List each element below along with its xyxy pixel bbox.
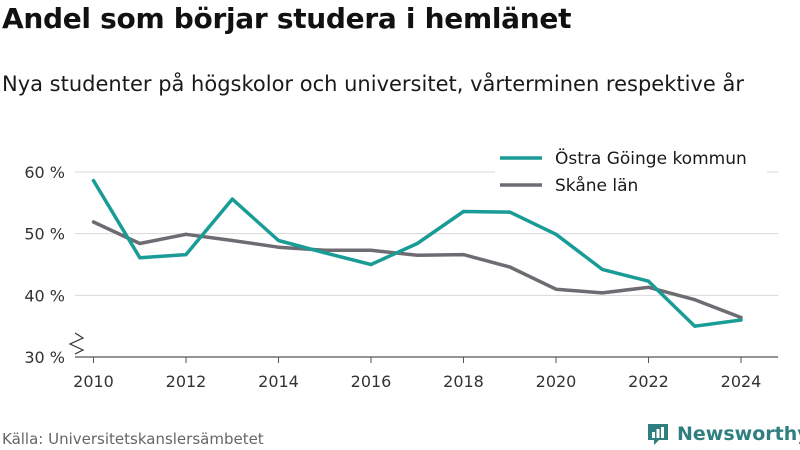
x-tick-label: 2014	[258, 372, 299, 391]
data-point	[415, 241, 419, 246]
y-tick-label: 60 %	[24, 163, 65, 182]
x-tick-label: 2024	[721, 372, 762, 391]
data-point	[323, 251, 327, 255]
data-point	[508, 210, 512, 214]
newsworthy-logo-icon	[648, 424, 668, 445]
data-point	[138, 241, 142, 246]
x-tick-label: 2018	[443, 372, 484, 391]
legend-label: Skåne län	[555, 175, 638, 196]
x-tick-label: 2012	[166, 372, 207, 391]
legend: Östra Göinge kommun Skåne län	[495, 144, 767, 200]
data-point	[693, 324, 697, 328]
data-point	[646, 279, 651, 283]
line-chart: 30 % 40 % 50 % 60 % 2010 2012 2014 2016 2018 202…	[24, 144, 778, 391]
legend-label: Östra Göinge kommun	[555, 147, 747, 169]
y-tick-label: 30 %	[24, 348, 65, 367]
x-tick-label: 2010	[73, 372, 114, 391]
data-point	[91, 179, 96, 183]
y-tick-label: 40 %	[24, 286, 65, 305]
x-tick-label: 2020	[536, 372, 577, 391]
data-point	[600, 291, 604, 295]
series-line	[91, 220, 743, 320]
series-line	[91, 178, 743, 328]
data-point	[184, 253, 188, 257]
x-tick-label: 2016	[351, 372, 392, 391]
data-point	[646, 285, 651, 289]
data-point	[554, 232, 558, 236]
chart-title: Andel som börjar studera i hemlänet	[2, 2, 572, 35]
legend-box	[495, 144, 767, 200]
data-point	[276, 238, 281, 243]
axis-break-mark	[68, 332, 85, 355]
data-point	[91, 220, 96, 224]
data-point	[184, 232, 188, 236]
data-point	[369, 248, 373, 252]
brand-logo: Newsworthy	[645, 420, 800, 448]
data-point	[554, 287, 558, 291]
data-point	[508, 265, 512, 269]
data-point	[461, 209, 466, 214]
data-point	[600, 267, 604, 272]
data-point	[739, 315, 743, 320]
data-point	[276, 245, 281, 249]
data-point	[693, 298, 697, 302]
x-axis-ticks: 2010 2012 2014 2016 2018 2020 2022 2024	[73, 357, 761, 391]
y-axis-ticks: 30 % 40 % 50 % 60 %	[24, 163, 65, 367]
data-point	[739, 318, 743, 322]
data-point	[230, 197, 234, 201]
data-point	[369, 262, 373, 267]
data-point	[138, 256, 142, 260]
brand-name: Newsworthy	[677, 423, 800, 445]
source-note: Källa: Universitetskanslersämbetet	[2, 430, 264, 448]
axis-break-icon	[68, 332, 85, 355]
series-lines	[91, 178, 743, 328]
x-tick-label: 2022	[628, 372, 669, 391]
y-tick-label: 50 %	[24, 225, 65, 244]
data-point	[415, 253, 419, 257]
chart-subtitle: Nya studenter på högskolor och universit…	[2, 72, 744, 96]
data-point	[461, 253, 466, 257]
data-point	[230, 238, 234, 243]
